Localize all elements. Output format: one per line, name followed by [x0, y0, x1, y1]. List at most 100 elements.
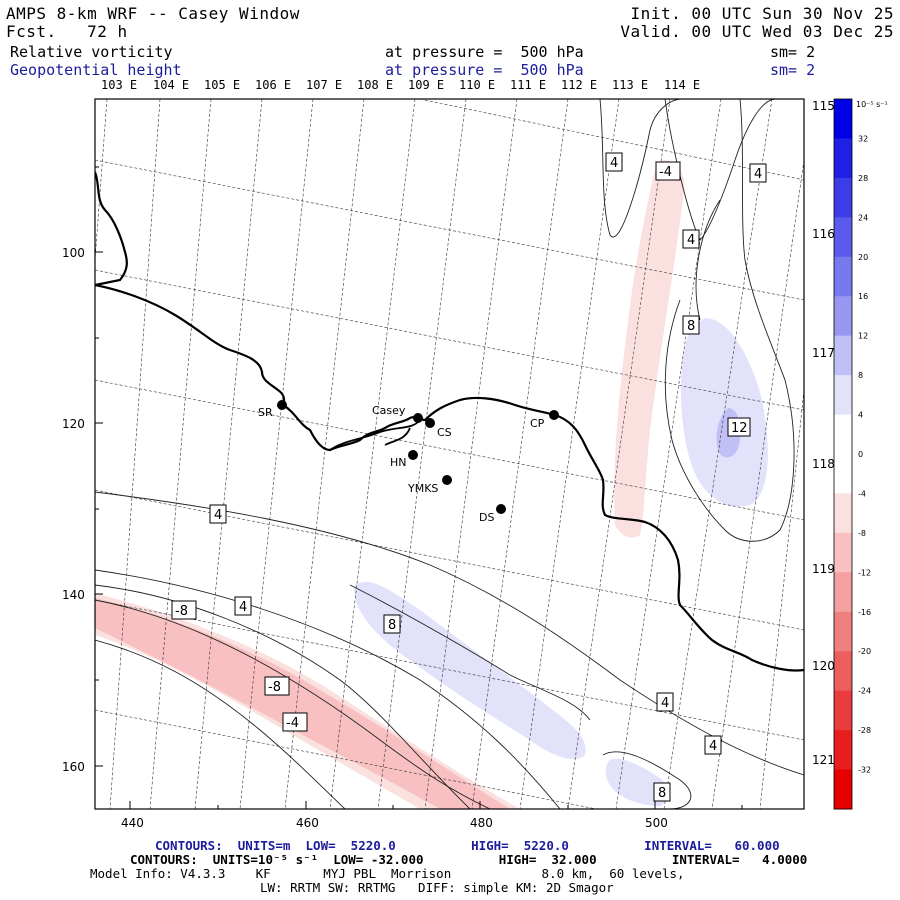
field1-pressure: at pressure = 500 hPa [385, 43, 584, 61]
lat-lon-grid [95, 99, 804, 809]
y-tick-label: 160 [62, 760, 85, 774]
contour-label: 8 [658, 786, 666, 801]
chart-title: AMPS 8-km WRF -- Casey Window [6, 4, 300, 23]
colorbar-tick-label: 0 [858, 450, 863, 459]
y-tick-label: 100 [62, 246, 85, 260]
station-marker [277, 400, 287, 410]
colorbar-swatch [834, 493, 852, 534]
field2-pressure: at pressure = 500 hPa [385, 61, 584, 79]
colorbar-tick-label: 24 [858, 213, 868, 222]
colorbar-swatch [834, 375, 852, 416]
vorticity-shade-positive [354, 581, 586, 760]
lon-label: 114 E [664, 78, 701, 92]
colorbar-tick-label: -28 [858, 726, 871, 735]
colorbar-tick-label: -8 [858, 529, 866, 538]
station-label: HN [390, 456, 407, 469]
colorbar-tick-label: -16 [858, 608, 871, 617]
contour-label: 8 [687, 319, 695, 334]
vorticity-shade-positive [605, 758, 669, 806]
vorticity-shade-negative [95, 598, 510, 809]
colorbar-tick-label: 16 [858, 292, 868, 301]
init-time: Init. 00 UTC Sun 30 Nov 25 [630, 4, 894, 23]
station-marker [442, 475, 452, 485]
colorbar-border [833, 98, 853, 810]
station-label: CS [437, 426, 452, 439]
colorbar [833, 98, 853, 810]
contour-labels: 4 -4 4 4 8 12 4 4 8 -8 8 -8 -4 4 4 8 [171, 152, 767, 802]
colorbar-swatch [834, 138, 852, 179]
field1-smoothing: sm= 2 [770, 43, 816, 61]
contour-label: -8 [268, 680, 281, 695]
footer-height-contours: CONTOURS: UNITS=m LOW= 5220.0 HIGH= 5220… [155, 838, 780, 853]
lon-label: 104 E [153, 78, 190, 92]
footer-physics-info: LW: RRTM SW: RRTMG DIFF: simple KM: 2D S… [260, 880, 614, 895]
contour-label: 8 [388, 618, 396, 633]
lon-label: 107 E [306, 78, 343, 92]
contour-label: 4 [661, 696, 669, 711]
valid-time: Valid. 00 UTC Wed 03 Dec 25 [620, 22, 894, 41]
contour-label: -8 [175, 604, 188, 619]
colorbar-tick-labels: 32 28 24 20 16 12 8 4 0 -4 -8 -12 -16 -20 -24 -28 -32 [858, 134, 871, 774]
lon-label: 111 E [510, 78, 547, 92]
x-tick-label: 500 [645, 816, 668, 830]
contour-label: 4 [754, 167, 762, 182]
colorbar-swatch [834, 730, 852, 771]
colorbar-swatch [834, 217, 852, 258]
colorbar-tick-label: -12 [858, 568, 871, 577]
station-markers [277, 400, 559, 514]
colorbar-tick-label: 32 [858, 134, 868, 143]
station-labels: SR Casey CS CP HN YMKS DS [258, 404, 545, 524]
contour-lines [95, 99, 804, 809]
x-tick-label: 460 [296, 816, 319, 830]
contour-label: 4 [687, 233, 695, 248]
lon-label: 106 E [255, 78, 292, 92]
colorbar-tick-label: 28 [858, 174, 868, 183]
station-marker [413, 413, 423, 423]
contour-label: 4 [239, 600, 247, 615]
contour-label: -4 [286, 716, 299, 731]
footer-model-info: Model Info: V4.3.3 KF MYJ PBL Morrison 8… [90, 866, 685, 881]
coastline-inlet [329, 419, 421, 451]
colorbar-swatch [834, 651, 852, 692]
colorbar-tick-label: 4 [858, 411, 863, 420]
colorbar-swatch [834, 532, 852, 573]
y-tick-label: 120 [62, 417, 85, 431]
colorbar-swatch [834, 335, 852, 376]
vorticity-shade-negative [614, 160, 685, 538]
forecast-hour: Fcst. 72 h [6, 22, 128, 41]
colorbar-swatch [834, 454, 852, 494]
axis-ticks [95, 166, 743, 809]
station-label: SR [258, 406, 273, 419]
colorbar-tick-label: 20 [858, 253, 868, 262]
colorbar-tick-label: 8 [858, 371, 863, 380]
colorbar-unit: 10⁻⁵ s⁻¹ [856, 100, 888, 109]
colorbar-tick-label: -24 [858, 687, 871, 696]
colorbar-swatch [834, 99, 852, 139]
colorbar-tick-label: -32 [858, 766, 871, 775]
colorbar-swatch [834, 690, 852, 731]
station-label: CP [530, 417, 545, 430]
station-label: DS [479, 511, 494, 524]
station-label: YMKS [407, 482, 438, 495]
field1-name: Relative vorticity [10, 43, 173, 61]
lon-label: 112 E [561, 78, 598, 92]
y-tick-label: 140 [62, 588, 85, 602]
colorbar-swatch [834, 414, 852, 455]
station-marker [425, 418, 435, 428]
field2-name: Geopotential height [10, 61, 182, 79]
lon-label: 109 E [408, 78, 445, 92]
lon-label: 110 E [459, 78, 496, 92]
colorbar-swatch [834, 572, 852, 613]
contour-label: 4 [610, 156, 618, 171]
contour-label: 4 [214, 508, 222, 523]
colorbar-swatch [834, 256, 852, 297]
plot-border [94, 98, 805, 810]
lon-label: 108 E [357, 78, 394, 92]
footer-vorticity-contours: CONTOURS: UNITS=10⁻⁵ s⁻¹ LOW= -32.000 HI… [130, 852, 808, 867]
x-tick-label: 480 [470, 816, 493, 830]
lon-label: 103 E [101, 78, 138, 92]
lon-label: 105 E [204, 78, 241, 92]
colorbar-tick-label: -4 [858, 489, 866, 498]
colorbar-tick-label: 12 [858, 332, 868, 341]
